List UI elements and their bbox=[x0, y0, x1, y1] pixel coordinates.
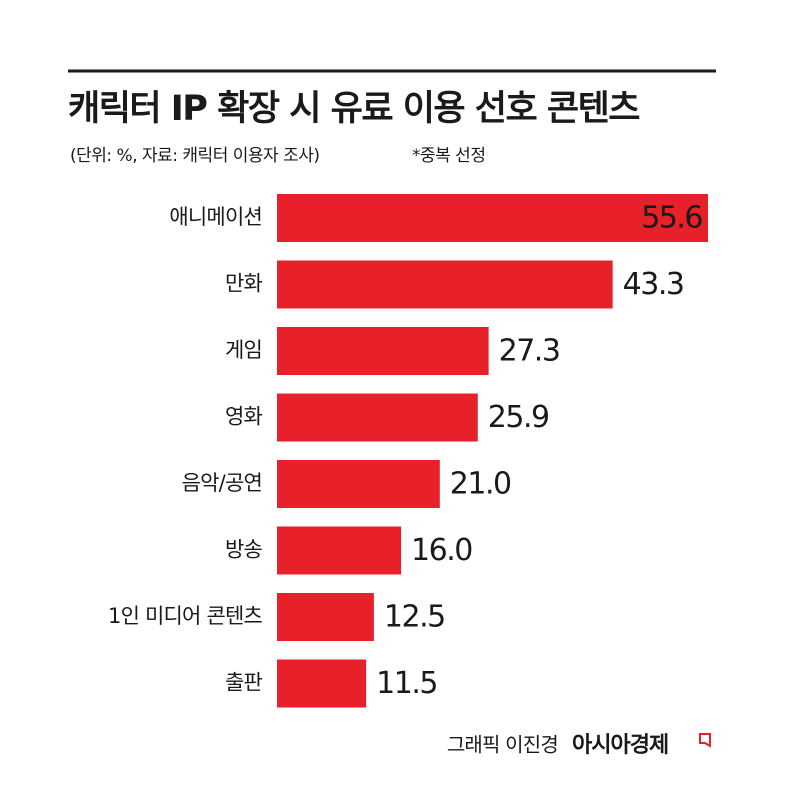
category-label: 영화 bbox=[225, 405, 263, 429]
chart-title: 캐릭터 IP 확장 시 유료 이용 선호 콘텐츠 bbox=[68, 89, 640, 129]
bar bbox=[277, 526, 402, 575]
value-label: 43.3 bbox=[623, 267, 684, 302]
value-label: 25.9 bbox=[488, 400, 549, 435]
category-label: 만화 bbox=[225, 272, 263, 296]
value-label: 55.6 bbox=[641, 201, 702, 236]
bar bbox=[277, 393, 478, 442]
bar bbox=[277, 460, 440, 508]
value-label: 12.5 bbox=[384, 600, 445, 635]
category-label: 1인 미디어 콘텐츠 bbox=[108, 604, 262, 628]
bar bbox=[277, 593, 374, 641]
note: *중복 선정 bbox=[412, 146, 485, 166]
category-label: 게임 bbox=[225, 338, 262, 362]
value-label: 11.5 bbox=[376, 666, 437, 701]
category-label: 애니메이션 bbox=[169, 205, 262, 229]
bar bbox=[277, 327, 489, 375]
category-label: 출판 bbox=[225, 671, 263, 695]
bar bbox=[277, 659, 367, 708]
logo-mark bbox=[699, 733, 711, 748]
value-label: 27.3 bbox=[499, 334, 560, 369]
subtitle: (단위: %, 자료: 캐릭터 이용자 조사) bbox=[70, 146, 319, 166]
bar bbox=[277, 260, 613, 309]
credit: 그래픽 이진경 bbox=[447, 733, 558, 757]
category-label: 방송 bbox=[225, 538, 263, 562]
value-label: 16.0 bbox=[411, 533, 472, 568]
value-label: 21.0 bbox=[450, 467, 511, 502]
bar bbox=[277, 194, 708, 242]
category-label: 음악/공연 bbox=[182, 471, 262, 495]
source: 아시아경제 bbox=[572, 733, 668, 758]
